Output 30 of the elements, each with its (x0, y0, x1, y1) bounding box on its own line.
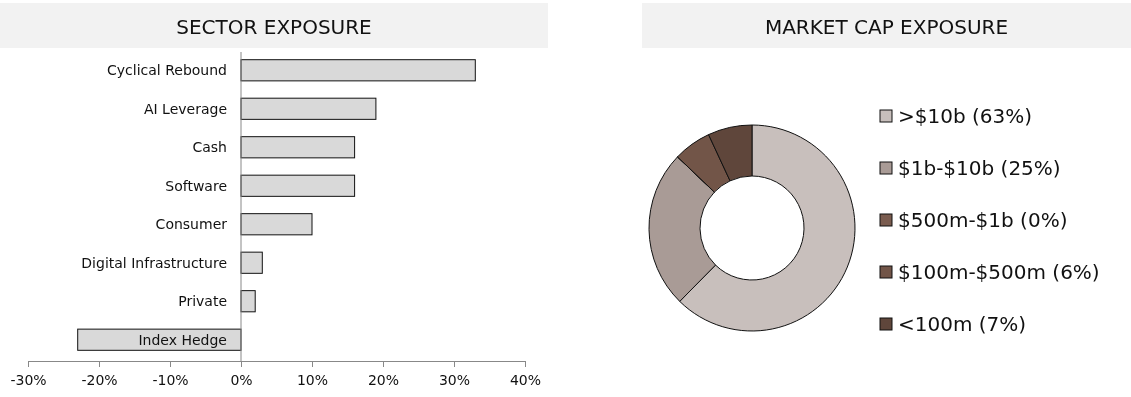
bar (240, 59, 476, 82)
legend-label: $100m-$500m (6%) (898, 260, 1100, 284)
y-tick-label: Software (165, 177, 227, 194)
bar (240, 97, 377, 120)
legend-label: $500m-$1b (0%) (898, 208, 1068, 232)
y-tick-label: Cyclical Rebound (107, 62, 227, 79)
x-tick-label: -20% (81, 372, 118, 389)
chart-title: MARKET CAP EXPOSURE (764, 15, 1009, 39)
x-tick-label: 20% (367, 372, 400, 389)
bar (240, 251, 263, 274)
y-tick-label: Consumer (155, 216, 228, 233)
legend-label: $1b-$10b (25%) (898, 156, 1061, 180)
legend-label: >$10b (63%) (898, 104, 1033, 128)
x-tick-label: 40% (509, 372, 542, 389)
y-tick-label: AI Leverage (143, 100, 227, 117)
y-tick-label: Private (178, 293, 227, 310)
x-tick-label: 0% (230, 372, 253, 389)
bar (240, 290, 256, 313)
bar (240, 213, 313, 236)
y-tick-label: Index Hedge (138, 331, 227, 348)
x-tick-label: -30% (10, 372, 47, 389)
bar (240, 174, 356, 197)
chart-title: SECTOR EXPOSURE (176, 15, 372, 39)
y-tick-label: Cash (192, 139, 227, 156)
y-tick-label: Digital Infrastructure (81, 254, 227, 271)
bar (240, 136, 356, 159)
legend-label: <100m (7%) (898, 312, 1027, 336)
x-tick-label: 10% (296, 372, 329, 389)
x-tick-label: 30% (438, 372, 471, 389)
x-tick-label: -10% (152, 372, 189, 389)
